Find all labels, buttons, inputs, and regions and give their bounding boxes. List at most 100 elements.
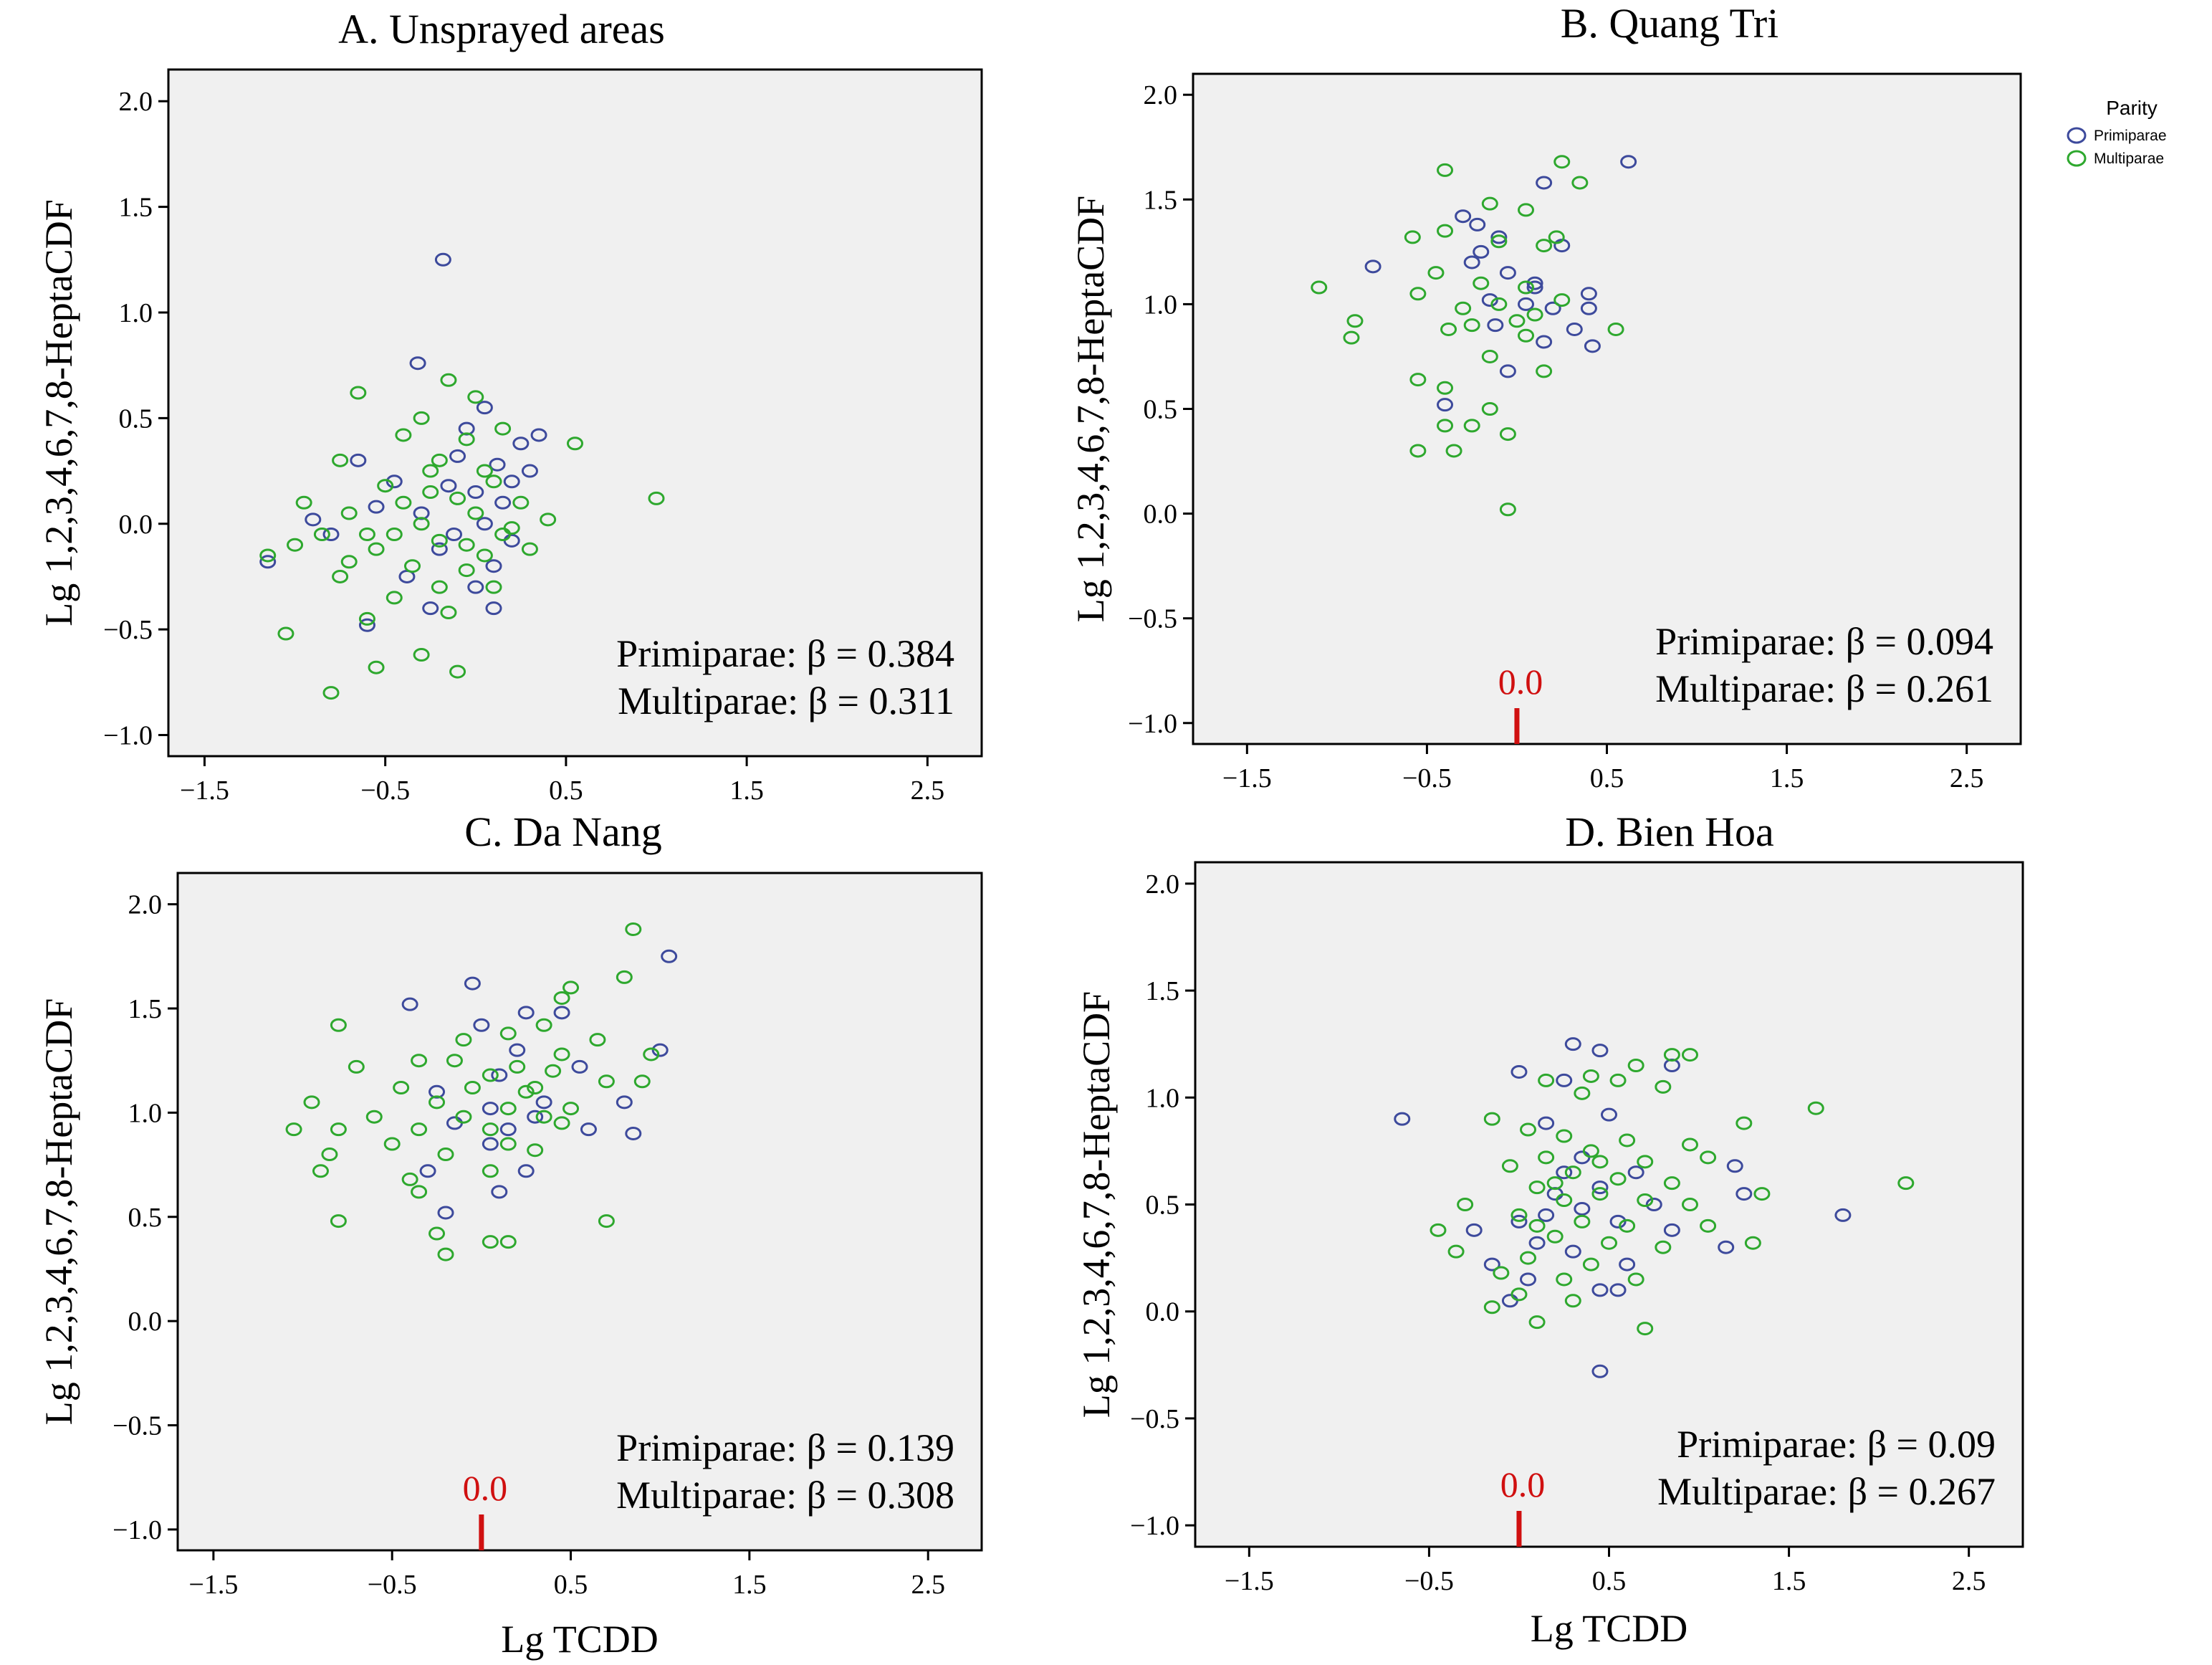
point-multiparae <box>259 548 277 563</box>
y-tick-label: −0.5 <box>103 615 153 645</box>
point-multiparae <box>458 563 475 578</box>
point-multiparae <box>1409 287 1427 301</box>
point-multiparae <box>431 453 448 467</box>
x-tick-label: 1.5 <box>732 1570 767 1600</box>
point-multiparae <box>545 1064 562 1078</box>
point-multiparae <box>1528 1218 1546 1233</box>
point-multiparae <box>1520 1251 1537 1265</box>
point-multiparae <box>1700 1218 1717 1233</box>
point-multiparae <box>330 1214 347 1229</box>
point-primiparae <box>1580 287 1597 301</box>
y-axis-label: Lg 1,2,3,4,6,7,8-HeptaCDF <box>1069 196 1112 622</box>
point-primiparae <box>1499 364 1516 378</box>
point-multiparae <box>553 991 570 1005</box>
point-multiparae <box>440 606 457 620</box>
point-primiparae <box>449 449 466 463</box>
point-multiparae <box>1493 1266 1510 1280</box>
point-multiparae <box>446 1054 463 1068</box>
point-multiparae <box>1463 419 1480 433</box>
point-primiparae <box>467 580 484 594</box>
point-primiparae <box>476 517 493 531</box>
point-multiparae <box>485 474 502 489</box>
point-multiparae <box>340 506 358 520</box>
point-multiparae <box>1481 196 1498 211</box>
point-primiparae <box>482 1137 499 1151</box>
point-multiparae <box>1546 1176 1564 1191</box>
point-multiparae <box>467 506 484 520</box>
point-multiparae <box>482 1235 499 1249</box>
point-multiparae <box>1556 1193 1573 1208</box>
x-tick-label: 0.5 <box>554 1570 588 1600</box>
point-multiparae <box>1609 1073 1627 1087</box>
point-primiparae <box>553 1006 570 1020</box>
point-primiparae <box>530 428 547 442</box>
point-multiparae <box>1463 318 1480 333</box>
point-multiparae <box>358 527 375 541</box>
plot-area <box>167 68 983 758</box>
point-multiparae <box>598 1214 615 1229</box>
point-multiparae <box>455 1033 472 1047</box>
point-primiparae <box>322 527 340 541</box>
point-multiparae <box>1582 1257 1599 1272</box>
point-primiparae <box>1556 1165 1573 1180</box>
point-multiparae <box>413 411 430 425</box>
point-multiparae <box>643 1047 660 1062</box>
point-multiparae <box>437 1148 454 1162</box>
point-multiparae <box>295 495 312 510</box>
point-multiparae <box>395 428 412 442</box>
point-multiparae <box>562 1102 580 1116</box>
panel-c: C. Da Nang −1.0 −0.5 0.0 0.5 1.0 1.5 2.0 −1.5 −0.… <box>37 808 983 1661</box>
y-axis-label: Lg 1,2,3,4,6,7,8-HeptaCDF <box>1075 991 1118 1418</box>
x-tick-label: −0.5 <box>360 776 410 806</box>
point-multiparae <box>401 1172 418 1186</box>
point-multiparae <box>303 1095 320 1110</box>
beta-annotation: Multiparae: β = 0.311 <box>618 679 954 722</box>
point-primiparae <box>1536 176 1553 190</box>
beta-annotation: Multiparae: β = 0.267 <box>1657 1470 1996 1513</box>
beta-annotation: Primiparae: β = 0.139 <box>616 1426 954 1469</box>
point-multiparae <box>1548 230 1565 244</box>
y-tick-label: 1.5 <box>1144 185 1178 215</box>
point-multiparae <box>358 611 375 626</box>
point-primiparae <box>1455 209 1472 224</box>
point-primiparae <box>1627 1165 1644 1180</box>
point-primiparae <box>491 1068 508 1082</box>
point-primiparae <box>1564 1244 1581 1259</box>
point-multiparae <box>1518 328 1535 343</box>
point-multiparae <box>1601 1236 1617 1250</box>
point-multiparae <box>1536 239 1553 253</box>
point-multiparae <box>1553 155 1571 169</box>
point-primiparae <box>491 1185 508 1199</box>
point-primiparae <box>1394 1112 1411 1126</box>
point-primiparae <box>616 1095 633 1110</box>
point-multiparae <box>1897 1176 1915 1191</box>
point-primiparae <box>1526 280 1543 295</box>
point-primiparae <box>1645 1198 1662 1211</box>
point-primiparae <box>350 453 367 467</box>
point-multiparae <box>455 1110 472 1124</box>
point-multiparae <box>625 922 642 937</box>
point-multiparae <box>499 1102 517 1116</box>
panel-a: A. Unsprayed areas −1.0 −0.5 0.0 0.5 1.0 1.5 2.… <box>37 6 983 806</box>
point-multiparae <box>1663 1048 1680 1062</box>
point-multiparae <box>393 1080 410 1094</box>
point-multiparae <box>277 626 295 641</box>
point-multiparae <box>1311 280 1328 295</box>
point-primiparae <box>1520 1272 1537 1287</box>
y-tick-label: 0.0 <box>1146 1297 1180 1327</box>
point-multiparae <box>1538 1073 1555 1087</box>
point-multiparae <box>517 1084 535 1099</box>
point-primiparae <box>651 1043 669 1057</box>
point-multiparae <box>598 1074 615 1089</box>
point-multiparae <box>348 1059 365 1074</box>
point-primiparae <box>467 485 484 500</box>
point-multiparae <box>1481 349 1498 363</box>
point-multiparae <box>386 527 403 541</box>
point-primiparae <box>535 1095 552 1110</box>
point-multiparae <box>383 1137 401 1151</box>
point-multiparae <box>1508 314 1526 328</box>
point-multiparae <box>1501 1159 1518 1173</box>
point-multiparae <box>1627 1059 1644 1073</box>
point-multiparae <box>1518 280 1535 295</box>
zero-marker-label: 0.0 <box>1498 662 1543 702</box>
